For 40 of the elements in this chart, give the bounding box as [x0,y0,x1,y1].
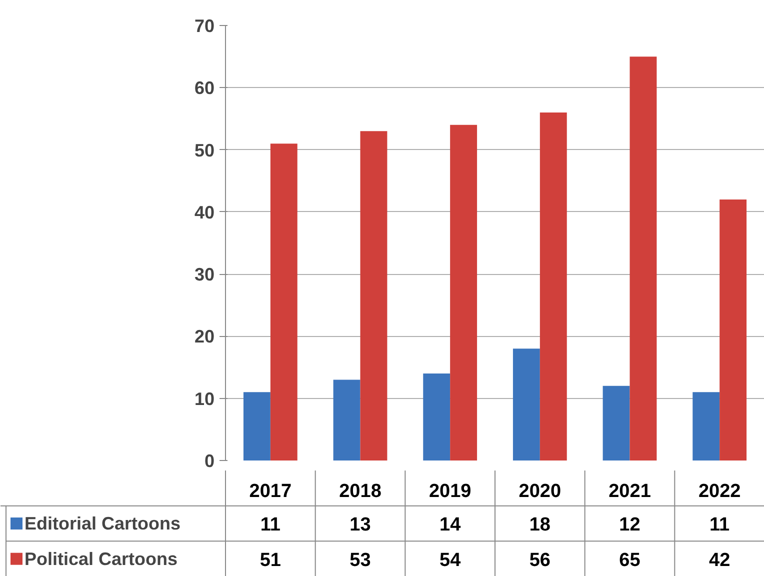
y-tick-label: 10 [194,388,215,409]
data-label: 54 [440,550,462,571]
data-label: 56 [529,550,550,571]
bar [720,200,747,460]
x-tick-label: 2020 [518,480,562,502]
bar [602,386,630,460]
data-label: 53 [350,550,371,571]
y-tick-label: 50 [194,140,215,160]
bar [270,144,298,460]
data-label: 11 [710,514,730,536]
x-tick-label: 2017 [249,480,292,502]
data-label: 51 [260,550,282,571]
data-label: 14 [440,514,462,536]
y-tick-label: 30 [194,264,215,285]
data-label: 42 [709,550,730,571]
data-label: 13 [350,514,371,536]
bar [692,392,720,460]
x-tick-label: 2018 [339,480,382,502]
x-tick-label: 2019 [428,480,472,502]
y-tick-label: 20 [194,326,215,347]
data-label: 11 [260,514,281,536]
bar [243,392,270,460]
bar [333,380,360,460]
bar [450,124,478,460]
y-tick-label: 70 [194,16,215,36]
bar [512,348,540,460]
legend-label: Editorial Cartoons [24,514,181,534]
bar [630,56,657,460]
data-label: 12 [619,514,640,536]
y-tick-label: 40 [194,202,215,222]
bar [423,374,450,460]
y-tick-label: 0 [204,451,215,471]
x-tick-label: 2022 [698,480,741,502]
bar [540,112,567,460]
data-label: 65 [619,550,641,571]
bar [360,131,388,460]
y-tick-label: 60 [194,78,215,98]
x-tick-label: 2021 [608,480,652,502]
legend-label: Political Cartoons [24,548,178,569]
data-label: 18 [529,514,550,536]
